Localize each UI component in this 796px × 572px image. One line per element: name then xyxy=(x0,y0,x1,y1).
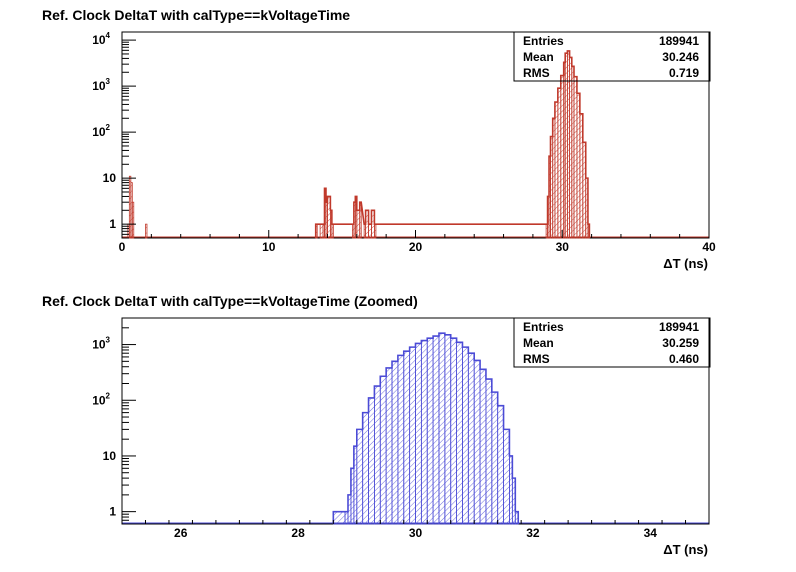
histogram-bin xyxy=(557,87,562,239)
y-tick-label: 1 xyxy=(109,217,116,231)
plot1-stats-box: Entries 189941 Mean 30.246 RMS 0.719 xyxy=(513,31,711,82)
histogram-bin xyxy=(368,397,375,525)
plot2: 26 28 30 32 34 1 10 102 103 xyxy=(92,317,710,540)
x-tick-label: 30 xyxy=(409,526,423,540)
y-tick-label: 103 xyxy=(92,77,110,93)
plot2-stats-rms-value: 0.460 xyxy=(669,352,699,366)
histogram-bin xyxy=(485,378,493,525)
histogram-bin xyxy=(497,405,504,525)
histogram-bin xyxy=(374,385,381,525)
histogram-bin xyxy=(397,354,405,525)
histogram-bin xyxy=(385,367,393,525)
x-tick-label: 26 xyxy=(174,526,188,540)
x-tick-label: 32 xyxy=(526,526,540,540)
histogram-bin xyxy=(479,368,487,525)
plot1-stats-entries-value: 189941 xyxy=(659,34,699,48)
histogram-bin xyxy=(415,342,422,525)
histogram-bin xyxy=(331,223,334,239)
histogram-bin xyxy=(560,75,565,239)
plot2-stats-mean-value: 30.259 xyxy=(662,336,699,350)
plot2-stats-entries-value: 189941 xyxy=(659,320,699,334)
histogram-bin xyxy=(456,341,463,525)
x-tick-label: 30 xyxy=(556,240,570,254)
histogram-bin xyxy=(432,335,440,525)
x-tick-label: 0 xyxy=(119,240,126,254)
histogram-bin xyxy=(438,332,446,525)
histogram-outline xyxy=(332,332,520,524)
histogram-bin xyxy=(356,428,364,525)
y-tick-label: 102 xyxy=(92,123,110,139)
plot1-stats-mean-label: Mean xyxy=(523,50,554,64)
plot1-stats-rms-value: 0.719 xyxy=(669,66,699,80)
plot1-stats-rms-label: RMS xyxy=(523,66,550,80)
plot-frame xyxy=(121,31,710,239)
plot1-stats-mean-value: 30.246 xyxy=(662,50,699,64)
histogram-bin xyxy=(391,360,399,525)
histogram-bin xyxy=(576,92,581,239)
plot2-stats-box: Entries 189941 Mean 30.259 RMS 0.460 xyxy=(513,317,711,368)
histogram-bin xyxy=(145,223,148,239)
x-tick-label: 20 xyxy=(409,240,423,254)
histogram-outline xyxy=(314,50,591,238)
histogram-bin xyxy=(131,201,135,239)
plot2-xlabel: ΔT (ns) xyxy=(663,542,708,557)
histogram-bin xyxy=(554,101,559,239)
plot2-stats-mean-label: Mean xyxy=(523,336,554,350)
y-tick-label: 102 xyxy=(92,391,110,407)
histogram-bin xyxy=(319,223,324,239)
histogram-bin xyxy=(374,223,377,239)
histogram-bin xyxy=(444,334,452,525)
histogram-bin xyxy=(467,352,475,525)
x-tick-label: 10 xyxy=(262,240,276,254)
histogram-bin xyxy=(573,76,578,239)
histogram-bin xyxy=(426,337,434,525)
histogram-bin xyxy=(356,209,361,239)
histogram-bin xyxy=(403,350,411,525)
histogram-bin xyxy=(379,375,387,525)
y-tick-label: 104 xyxy=(92,31,110,47)
plot2-stats-rms-label: RMS xyxy=(523,352,550,366)
histogram-bin xyxy=(368,223,372,239)
histogram-bin xyxy=(420,340,428,525)
y-tick-label: 103 xyxy=(92,336,110,352)
histogram-bin xyxy=(491,391,499,525)
plot1-title: Ref. Clock DeltaT with calType==kVoltage… xyxy=(42,7,350,23)
histogram-bin xyxy=(450,337,457,525)
plot2-title: Ref. Clock DeltaT with calType==kVoltage… xyxy=(42,293,418,309)
histogram-bin xyxy=(332,511,346,525)
x-tick-label: 28 xyxy=(291,526,305,540)
histogram-bin xyxy=(473,359,481,525)
histogram-bin xyxy=(344,511,349,525)
x-tick-label: 34 xyxy=(644,526,658,540)
histogram-bin xyxy=(409,346,416,525)
plot1-xlabel: ΔT (ns) xyxy=(663,256,708,271)
histogram-bin xyxy=(462,346,469,525)
x-tick-label: 40 xyxy=(702,240,716,254)
plot1-stats-entries-label: Entries xyxy=(523,34,564,48)
y-tick-label: 1 xyxy=(109,505,116,519)
y-tick-label: 10 xyxy=(103,449,117,463)
plot2-stats-entries-label: Entries xyxy=(523,320,564,334)
y-tick-label: 10 xyxy=(103,171,117,185)
histogram-bin xyxy=(362,412,369,525)
histogram-bin xyxy=(503,428,510,525)
plot1: 0 10 20 30 40 1 10 102 103 104 xyxy=(92,31,716,254)
